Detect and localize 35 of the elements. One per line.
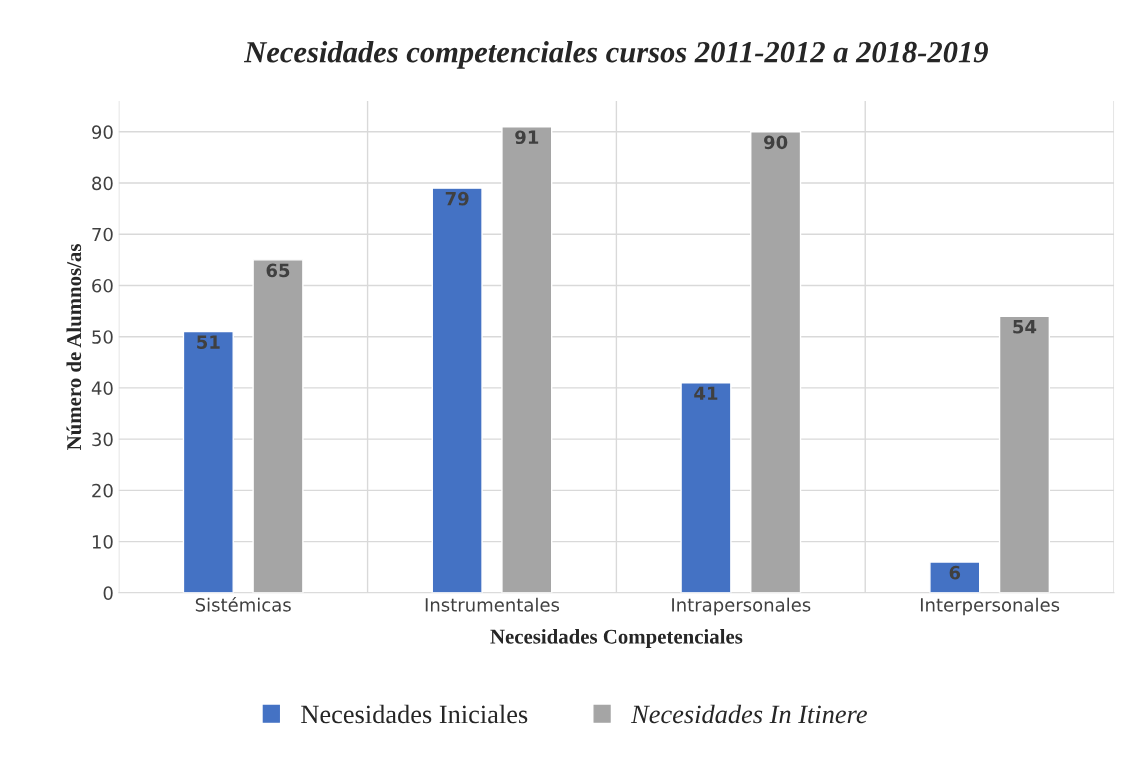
data-label: 79 [445, 191, 469, 206]
bar [182, 330, 234, 593]
y-tick-label: 60 [92, 278, 113, 293]
y-tick-label: 40 [91, 381, 113, 396]
bar [252, 259, 304, 593]
data-label: 6 [949, 565, 961, 580]
bar [750, 131, 802, 593]
data-label: 51 [197, 335, 220, 349]
y-tick-label: 30 [92, 432, 113, 447]
bar [998, 315, 1051, 593]
y-tick-label: 20 [92, 483, 113, 498]
data-label: 91 [515, 130, 539, 145]
x-tick-label: Intrapersonales [672, 597, 811, 616]
y-tick-label: 0 [103, 586, 113, 600]
y-tick-label: 80 [92, 176, 113, 191]
data-label: 54 [1013, 320, 1037, 334]
chart-title: Necesidades competenciales cursos 2011-2012 a 2018-2019 [243, 40, 988, 69]
y-tick-label: 10 [92, 535, 113, 549]
x-axis-title: Necesidades Competenciales [490, 629, 743, 648]
bar [680, 382, 732, 593]
data-label: 41 [694, 386, 718, 400]
bar [431, 187, 483, 593]
x-tick-label: Interpersonales [920, 597, 1060, 616]
x-tick-label: Sistémicas [195, 596, 291, 612]
y-tick-label: 90 [92, 125, 113, 139]
x-tick-label: Instrumentales [425, 597, 560, 612]
legend-label: Necesidades Iniciales [301, 704, 528, 724]
y-axis-title: Número de Alumnos/as [66, 244, 82, 450]
bar [929, 561, 981, 593]
data-label: 65 [266, 263, 290, 278]
legend-label: Necesidades In Itinere [630, 704, 867, 724]
data-label: 90 [764, 135, 788, 150]
y-tick-label: 50 [92, 330, 113, 344]
bar [501, 125, 553, 593]
y-tick-label: 70 [92, 227, 113, 242]
